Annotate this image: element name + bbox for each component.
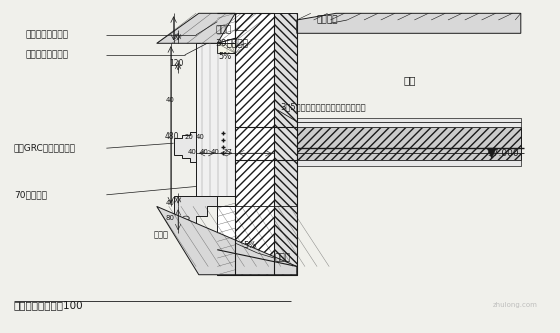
Text: 480: 480 <box>165 132 179 141</box>
Text: 40: 40 <box>188 149 197 155</box>
Polygon shape <box>297 160 521 166</box>
Polygon shape <box>297 118 521 127</box>
Text: zhulong.com: zhulong.com <box>493 302 538 308</box>
Text: 3～5厚抗裂面层砂浆复合耐碱网格布: 3～5厚抗裂面层砂浆复合耐碱网格布 <box>280 102 366 111</box>
Text: 餐厅: 餐厅 <box>403 75 416 85</box>
Text: 面砖窗台: 面砖窗台 <box>316 15 338 25</box>
Text: 40: 40 <box>199 149 208 155</box>
Polygon shape <box>157 206 297 275</box>
Text: 5%: 5% <box>218 52 232 61</box>
Polygon shape <box>217 13 235 43</box>
Text: 27: 27 <box>224 149 233 155</box>
Text: 窗附框: 窗附框 <box>274 253 291 263</box>
Polygon shape <box>235 13 274 275</box>
Text: 70厚岩棉板: 70厚岩棉板 <box>14 190 47 199</box>
Polygon shape <box>217 206 235 275</box>
Text: 附加网格布转角各100: 附加网格布转角各100 <box>14 300 83 310</box>
Text: 30厚聚苯板: 30厚聚苯板 <box>216 39 249 48</box>
Text: 窗附框: 窗附框 <box>216 25 232 35</box>
Text: 37.000: 37.000 <box>487 149 519 159</box>
Text: 80: 80 <box>166 215 175 221</box>
Text: 滴水线: 滴水线 <box>154 230 169 239</box>
Polygon shape <box>157 13 235 43</box>
Bar <box>196 43 235 196</box>
Polygon shape <box>174 128 235 165</box>
Polygon shape <box>174 196 217 223</box>
Polygon shape <box>274 13 297 275</box>
Text: 20: 20 <box>185 134 194 140</box>
Text: 岩棉板专用锚固件: 岩棉板专用锚固件 <box>25 30 68 40</box>
Polygon shape <box>297 127 521 160</box>
Text: 40: 40 <box>196 134 205 140</box>
Polygon shape <box>297 13 521 33</box>
Text: 40: 40 <box>166 97 175 103</box>
Polygon shape <box>487 148 496 158</box>
Text: 40: 40 <box>166 200 175 206</box>
Text: 5%: 5% <box>244 241 257 250</box>
Text: 40: 40 <box>211 149 220 155</box>
Text: 120: 120 <box>169 59 184 68</box>
Text: 装饰檐线轻钢支架: 装饰檐线轻钢支架 <box>25 50 68 60</box>
Polygon shape <box>217 43 235 53</box>
Text: 成品GRC外墙装饰檐线: 成品GRC外墙装饰檐线 <box>14 144 76 153</box>
